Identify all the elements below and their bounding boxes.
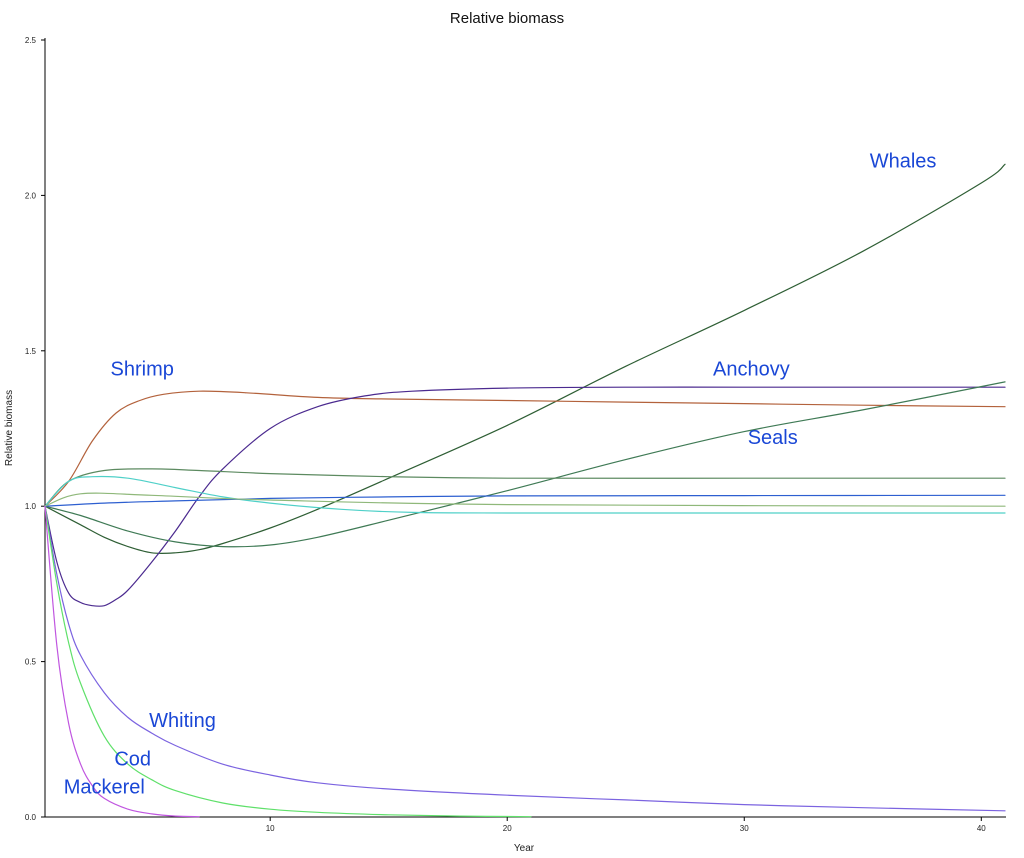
series-line-whales (44, 163, 1006, 555)
series-lines (44, 163, 1006, 818)
series-line-anchovy (44, 386, 1006, 607)
series-line-whiting (44, 505, 1006, 812)
series-line-shrimp (44, 390, 1006, 507)
annotation-whales: Whales (870, 150, 937, 172)
annotation-shrimp: Shrimp (111, 359, 174, 381)
y-tick-label: 1.0 (25, 502, 37, 511)
y-tick-label: 0.0 (25, 813, 37, 822)
series-line-seals (44, 381, 1006, 548)
series-annotations: Whales Shrimp Anchovy Seals Whiting Cod Macker… (64, 150, 937, 798)
series-line-green-upper (44, 468, 1006, 507)
y-tick-label: 1.5 (25, 347, 37, 356)
annotation-whiting: Whiting (149, 710, 216, 732)
x-axis-label: Year (514, 843, 535, 854)
y-tick-label: 2.5 (25, 36, 37, 45)
annotation-anchovy: Anchovy (713, 359, 790, 381)
annotation-seals: Seals (748, 427, 798, 449)
series-line-blue-flat (44, 494, 1006, 507)
annotation-cod: Cod (114, 749, 151, 771)
y-axis-label: Relative biomass (4, 390, 15, 466)
x-tick-label: 10 (266, 824, 275, 833)
y-tick-label: 0.5 (25, 658, 37, 667)
x-tick-label: 20 (503, 824, 512, 833)
axes: 0.0 0.5 1.0 1.5 2.0 2.5 10 20 30 40 (25, 36, 1006, 833)
series-line-cyan (44, 475, 1006, 514)
series-line-cod (44, 505, 532, 818)
series-line-mackerel (44, 505, 200, 818)
y-tick-label: 2.0 (25, 191, 37, 200)
annotation-mackerel: Mackerel (64, 777, 145, 799)
chart-title: Relative biomass (450, 10, 564, 27)
x-tick-label: 30 (740, 824, 749, 833)
x-tick-label: 40 (977, 824, 986, 833)
series-line-olive-flat (44, 492, 1006, 507)
